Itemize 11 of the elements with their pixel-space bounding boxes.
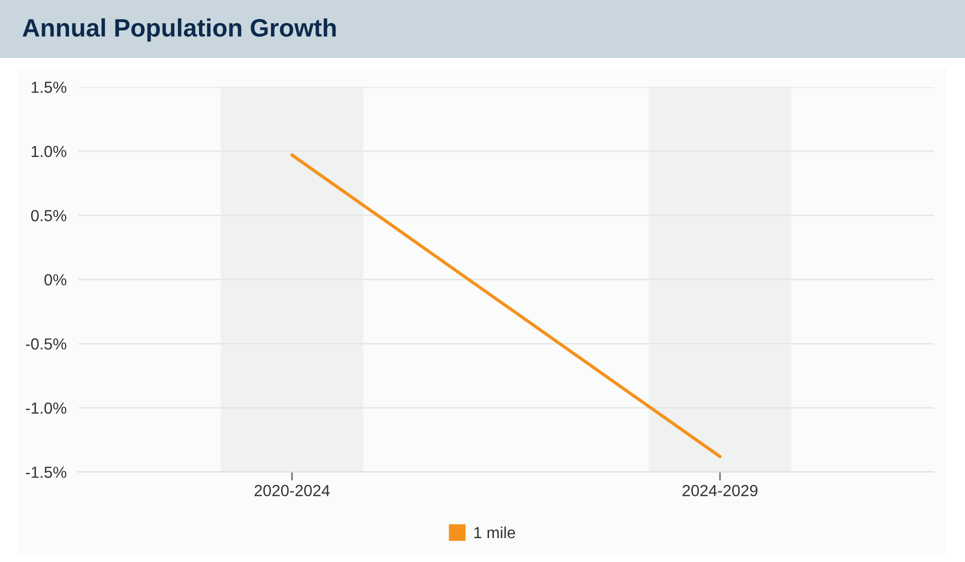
y-tick-label: -0.5% [26, 338, 66, 350]
chart-title: Annual Population Growth [22, 18, 336, 42]
y-tick-label: 0% [44, 274, 66, 286]
x-tick-label: 2024-2029 [682, 484, 758, 496]
y-tick-label: -1.5% [26, 466, 66, 478]
y-tick-label: -1.0% [26, 402, 66, 414]
legend-label: 1 mile [474, 526, 516, 538]
y-tick-label: 0.5% [31, 210, 66, 222]
x-tick-label: 2020-2024 [254, 484, 330, 496]
y-tick-label: 1.0% [32, 146, 66, 158]
y-tick-label: 1.5% [32, 82, 66, 93]
